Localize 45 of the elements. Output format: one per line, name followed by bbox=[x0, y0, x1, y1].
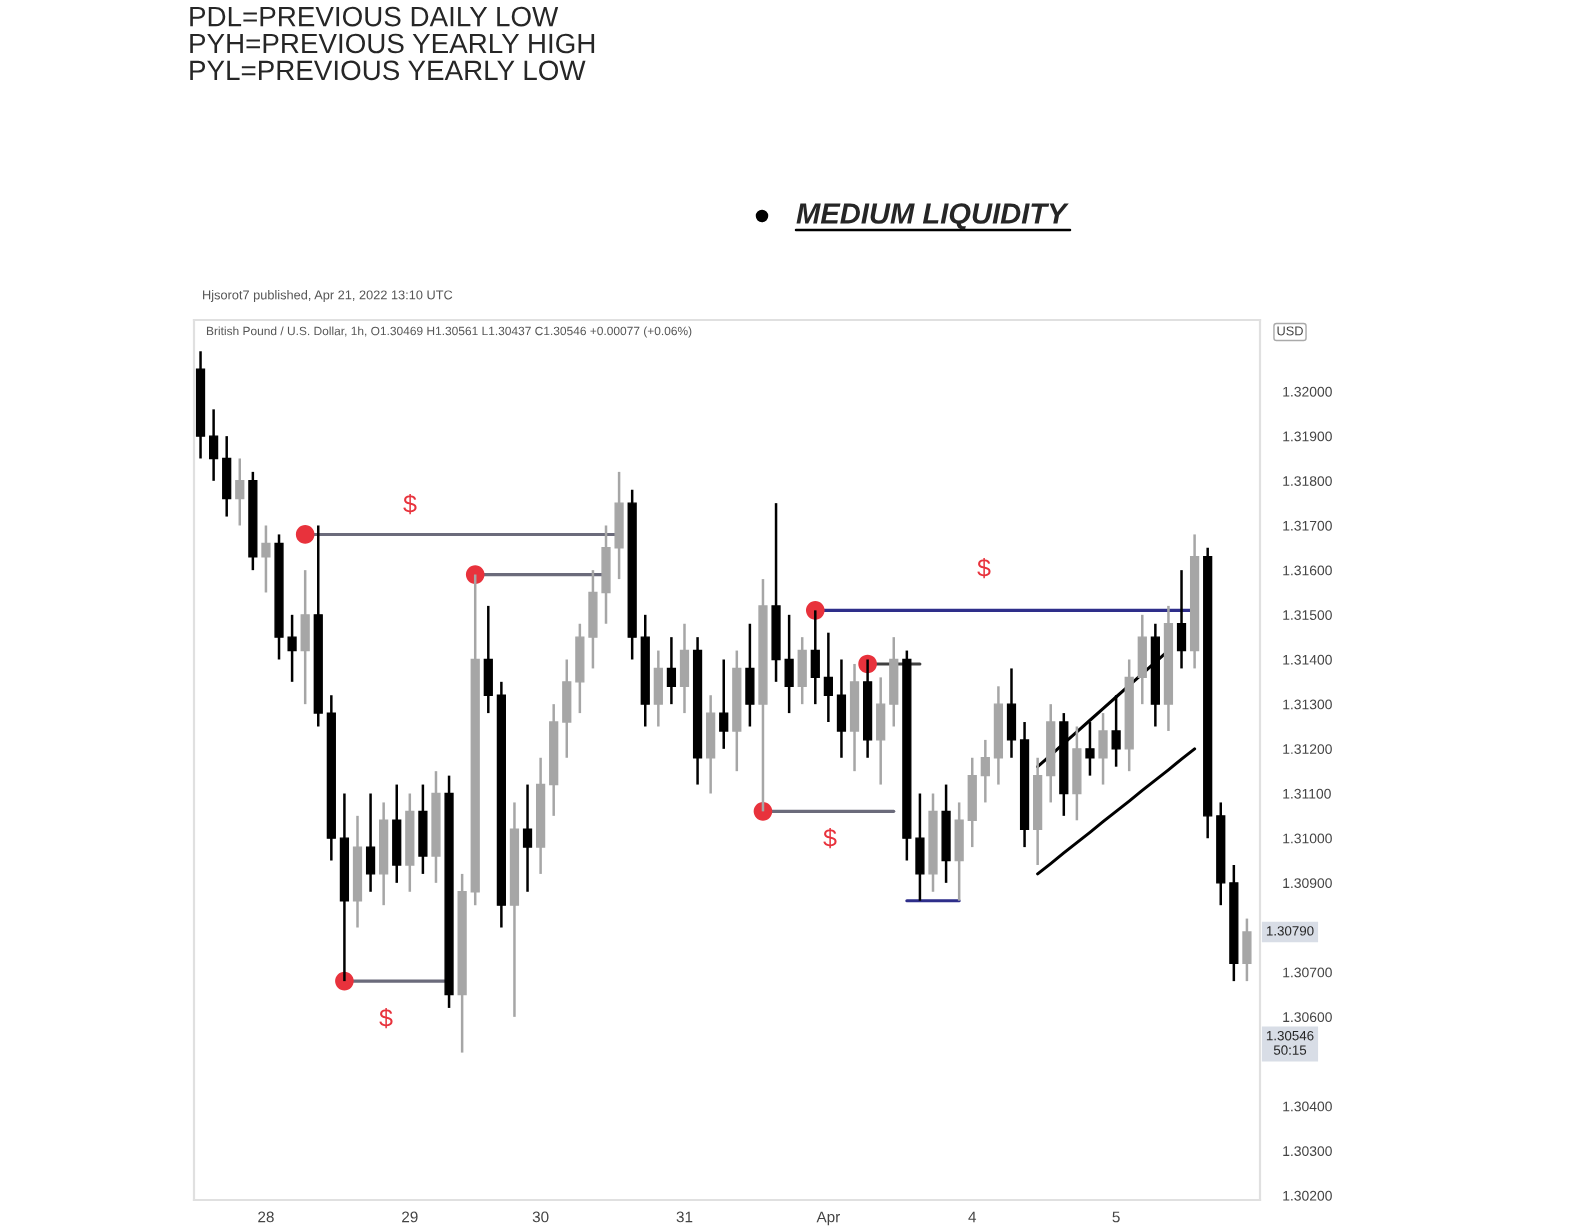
candlestick bbox=[679, 622, 690, 715]
candlestick bbox=[706, 693, 716, 795]
candlestick bbox=[562, 658, 572, 760]
candlestick bbox=[575, 622, 585, 715]
chart-title: MEDIUM LIQUIDITY bbox=[796, 203, 1069, 230]
candlestick bbox=[1242, 917, 1252, 983]
candlestick bbox=[967, 756, 977, 849]
candlestick bbox=[653, 649, 663, 728]
candlestick bbox=[745, 622, 755, 728]
candlestick bbox=[209, 408, 219, 483]
candlestick bbox=[235, 457, 245, 527]
candlestick bbox=[915, 792, 925, 902]
candlestick bbox=[980, 738, 990, 804]
candlestick bbox=[222, 434, 232, 518]
candlestick bbox=[418, 783, 428, 876]
candlestick bbox=[1137, 613, 1147, 706]
candlestick bbox=[954, 801, 964, 902]
candlestick bbox=[1072, 725, 1082, 822]
point bbox=[465, 565, 485, 584]
text: PDL=PREVIOUS DAILY LOW PYH=PREVIOUS YEARLY HIGH PYL=PREVIOUS YEARLY LOW bbox=[190, 6, 595, 81]
candlestick bbox=[483, 604, 493, 715]
candlestick bbox=[719, 658, 729, 751]
candlestick bbox=[876, 676, 886, 786]
annotation: $ bbox=[379, 1007, 393, 1029]
candlestick bbox=[889, 635, 899, 728]
candlestick bbox=[1098, 711, 1108, 786]
candlestick bbox=[1176, 568, 1187, 670]
candlestick bbox=[823, 631, 833, 724]
point bbox=[753, 802, 773, 821]
candlestick bbox=[797, 635, 807, 706]
candlestick bbox=[836, 658, 847, 760]
candlestick bbox=[810, 609, 820, 706]
annotation: $ bbox=[977, 557, 991, 579]
candlestick bbox=[365, 792, 376, 894]
annotation: $ bbox=[823, 827, 837, 849]
candlestick bbox=[300, 568, 310, 706]
candlestick bbox=[522, 783, 533, 894]
candlestick bbox=[784, 613, 794, 715]
point bbox=[295, 525, 315, 544]
candlestick bbox=[1006, 667, 1017, 760]
candlestick bbox=[261, 524, 271, 594]
line-series bbox=[1036, 747, 1197, 876]
candlestick bbox=[666, 635, 677, 706]
candlestick bbox=[392, 783, 402, 885]
annotation: $ bbox=[403, 493, 417, 515]
